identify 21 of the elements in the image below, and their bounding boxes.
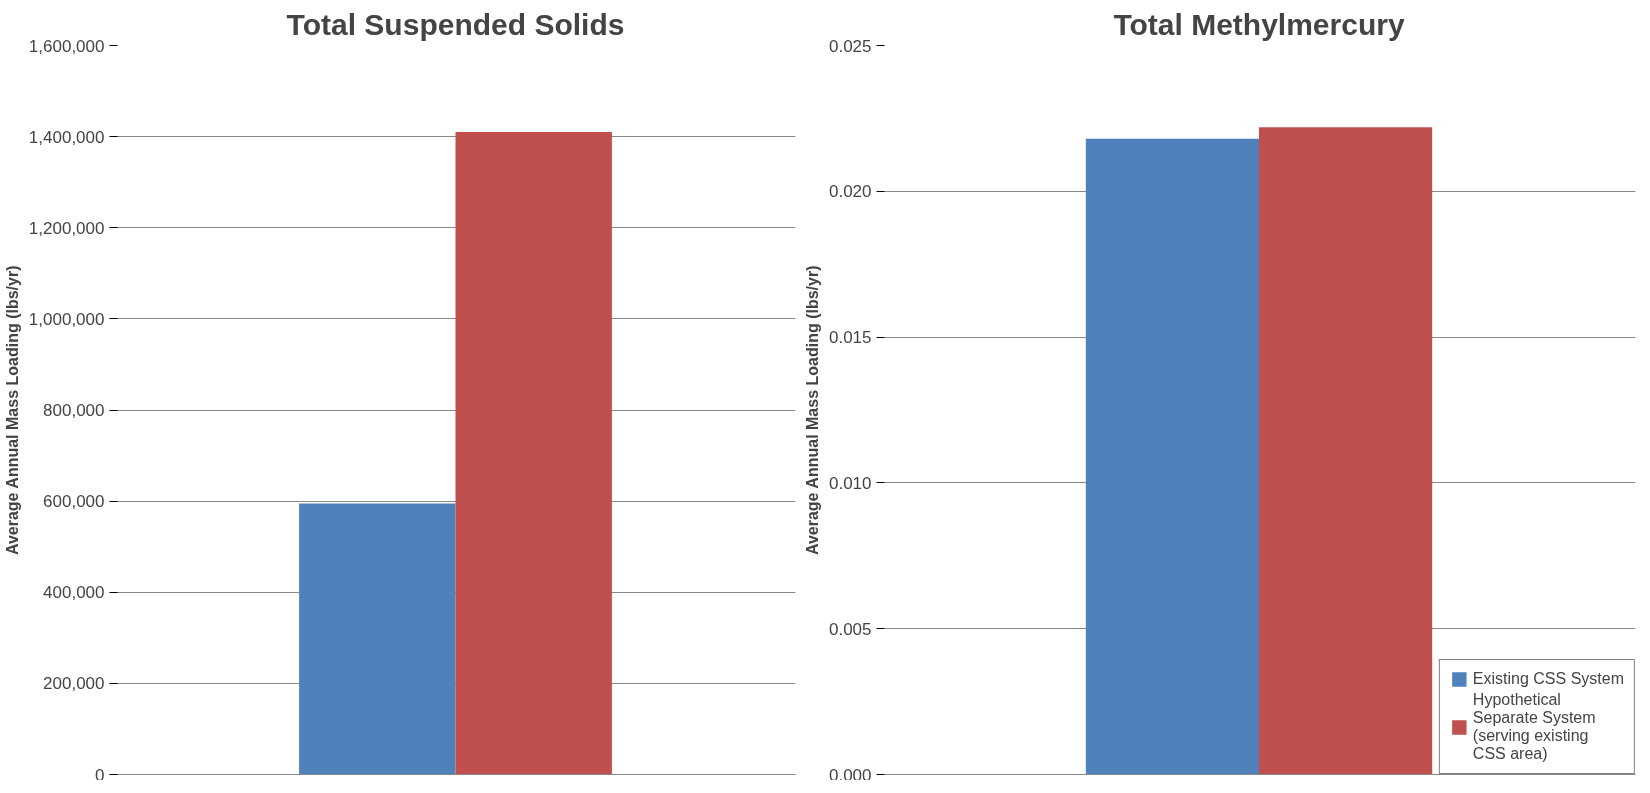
chart-title: Total Methylmercury (1113, 7, 1405, 41)
y-tick-label: 0.015 (828, 328, 872, 348)
y-tick-label: 1,200,000 (28, 218, 105, 238)
y-tick-label: 0 (95, 765, 105, 785)
y-axis-title: Average Annual Mass Loading (lbs/yr) (3, 265, 21, 556)
y-axis-title: Average Annual Mass Loading (lbs/yr) (803, 265, 821, 556)
y-tick-label: 1,600,000 (28, 36, 105, 56)
y-tick-label: 0.010 (828, 473, 872, 493)
y-tick-label: 600,000 (43, 492, 105, 512)
legend-label: Hypothetical Separate System (serving existing CSS area) (1472, 691, 1596, 763)
y-tick-label: 1,400,000 (28, 127, 105, 147)
y-tick-label: 1,000,000 (28, 309, 105, 329)
y-tick-label: 200,000 (43, 674, 105, 694)
y-tick-label: 800,000 (43, 401, 105, 420)
chart-title: Total Suspended Solids (286, 7, 625, 41)
y-tick-label: 0.020 (828, 182, 872, 202)
y-tick-label: 0.000 (828, 765, 872, 785)
y-tick-label: 400,000 (43, 583, 105, 603)
y-tick-label: 0.005 (828, 619, 872, 639)
legend-label: Existing CSS System (1472, 670, 1624, 688)
y-tick-label: 0.025 (828, 36, 872, 56)
